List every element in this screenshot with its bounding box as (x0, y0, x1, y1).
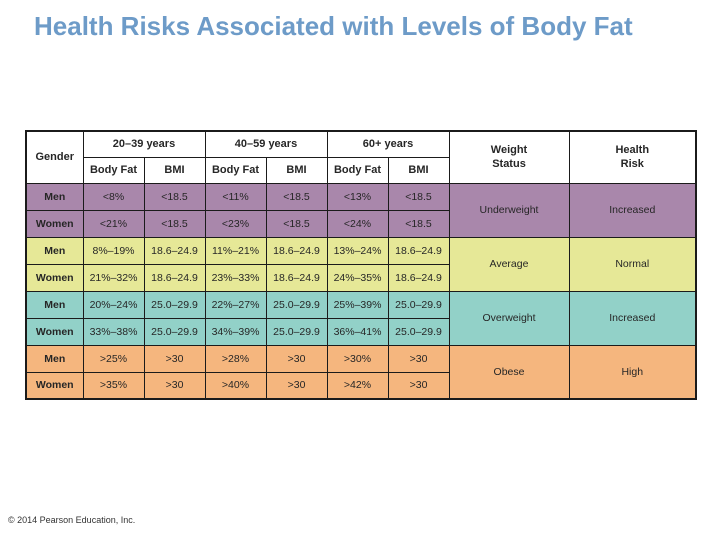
body-fat-cell: <11% (204, 182, 267, 211)
bmi-cell: 18.6–24.9 (265, 236, 328, 265)
bmi-cell: >30 (143, 344, 206, 373)
bmi-cell: <18.5 (265, 209, 328, 238)
health-risk-cell: Increased (568, 182, 697, 238)
bmi-cell: <18.5 (265, 182, 328, 211)
bmi-cell: 25.0–29.9 (265, 317, 328, 346)
header-gender: Gender (25, 130, 84, 184)
subheader-body-fat: Body Fat (326, 156, 389, 184)
body-fat-cell: >40% (204, 371, 267, 400)
gender-cell: Women (25, 263, 84, 292)
weight-status-cell: Obese (448, 344, 570, 400)
body-fat-cell: 25%–39% (326, 290, 389, 319)
table-row-overweight-men: Men 20%–24% 25.0–29.9 22%–27% 25.0–29.9 … (25, 290, 697, 346)
header-health-risk: Health Risk (568, 130, 697, 184)
subheader-bmi: BMI (387, 156, 450, 184)
body-fat-cell: >42% (326, 371, 389, 400)
gender-cell: Men (25, 182, 84, 211)
table-row-underweight-men: Men <8% <18.5 <11% <18.5 <13% <18.5 Unde… (25, 182, 697, 238)
body-fat-health-risk-table: Gender 20–39 years 40–59 years 60+ years… (25, 130, 697, 400)
body-fat-cell: <13% (326, 182, 389, 211)
bmi-cell: 25.0–29.9 (265, 290, 328, 319)
bmi-cell: 18.6–24.9 (387, 236, 450, 265)
table-header-row-1: Gender 20–39 years 40–59 years 60+ years… (25, 130, 697, 184)
body-fat-cell: >28% (204, 344, 267, 373)
bmi-cell: 18.6–24.9 (387, 263, 450, 292)
gender-cell: Men (25, 290, 84, 319)
header-age-group-20-39: 20–39 years (82, 130, 206, 158)
bmi-cell: 18.6–24.9 (265, 263, 328, 292)
subheader-bmi: BMI (265, 156, 328, 184)
gender-cell: Women (25, 209, 84, 238)
copyright-text: © 2014 Pearson Education, Inc. (8, 515, 136, 525)
bmi-cell: 25.0–29.9 (387, 290, 450, 319)
weight-status-cell: Average (448, 236, 570, 292)
bmi-cell: 25.0–29.9 (143, 317, 206, 346)
bmi-cell: <18.5 (143, 182, 206, 211)
body-fat-cell: 36%–41% (326, 317, 389, 346)
health-risk-cell: Normal (568, 236, 697, 292)
bmi-cell: <18.5 (387, 182, 450, 211)
body-fat-cell: 21%–32% (82, 263, 145, 292)
health-risk-cell: Increased (568, 290, 697, 346)
bmi-cell: 18.6–24.9 (143, 263, 206, 292)
body-fat-cell: <8% (82, 182, 145, 211)
bmi-cell: 25.0–29.9 (143, 290, 206, 319)
bmi-cell: >30 (143, 371, 206, 400)
body-fat-cell: >25% (82, 344, 145, 373)
body-fat-cell: 13%–24% (326, 236, 389, 265)
health-risk-cell: High (568, 344, 697, 400)
gender-cell: Men (25, 236, 84, 265)
body-fat-cell: <23% (204, 209, 267, 238)
body-fat-cell: 33%–38% (82, 317, 145, 346)
bmi-cell: <18.5 (387, 209, 450, 238)
page-title: Health Risks Associated with Levels of B… (34, 11, 633, 41)
table-row-obese-men: Men >25% >30 >28% >30 >30% >30 Obese Hig… (25, 344, 697, 400)
body-fat-cell: 11%–21% (204, 236, 267, 265)
weight-status-cell: Underweight (448, 182, 570, 238)
bmi-cell: >30 (265, 371, 328, 400)
weight-status-cell: Overweight (448, 290, 570, 346)
body-fat-cell: 8%–19% (82, 236, 145, 265)
body-fat-cell: 23%–33% (204, 263, 267, 292)
body-fat-cell: >35% (82, 371, 145, 400)
bmi-cell: >30 (265, 344, 328, 373)
body-fat-cell: <21% (82, 209, 145, 238)
bmi-cell: <18.5 (143, 209, 206, 238)
subheader-bmi: BMI (143, 156, 206, 184)
subheader-body-fat: Body Fat (82, 156, 145, 184)
body-fat-cell: >30% (326, 344, 389, 373)
gender-cell: Women (25, 317, 84, 346)
body-fat-cell: 34%–39% (204, 317, 267, 346)
header-age-group-40-59: 40–59 years (204, 130, 328, 158)
body-fat-cell: 20%–24% (82, 290, 145, 319)
header-age-group-60plus: 60+ years (326, 130, 450, 158)
table-header-row-2: Body Fat BMI Body Fat BMI Body Fat BMI (26, 156, 696, 184)
gender-cell: Women (25, 371, 84, 400)
gender-cell: Men (25, 344, 84, 373)
subheader-body-fat: Body Fat (204, 156, 267, 184)
bmi-cell: 25.0–29.9 (387, 317, 450, 346)
body-fat-cell: 22%–27% (204, 290, 267, 319)
table-row-average-men: Men 8%–19% 18.6–24.9 11%–21% 18.6–24.9 1… (25, 236, 697, 292)
body-fat-cell: 24%–35% (326, 263, 389, 292)
body-fat-cell: <24% (326, 209, 389, 238)
bmi-cell: 18.6–24.9 (143, 236, 206, 265)
header-weight-status: Weight Status (448, 130, 570, 184)
bmi-cell: >30 (387, 344, 450, 373)
bmi-cell: >30 (387, 371, 450, 400)
